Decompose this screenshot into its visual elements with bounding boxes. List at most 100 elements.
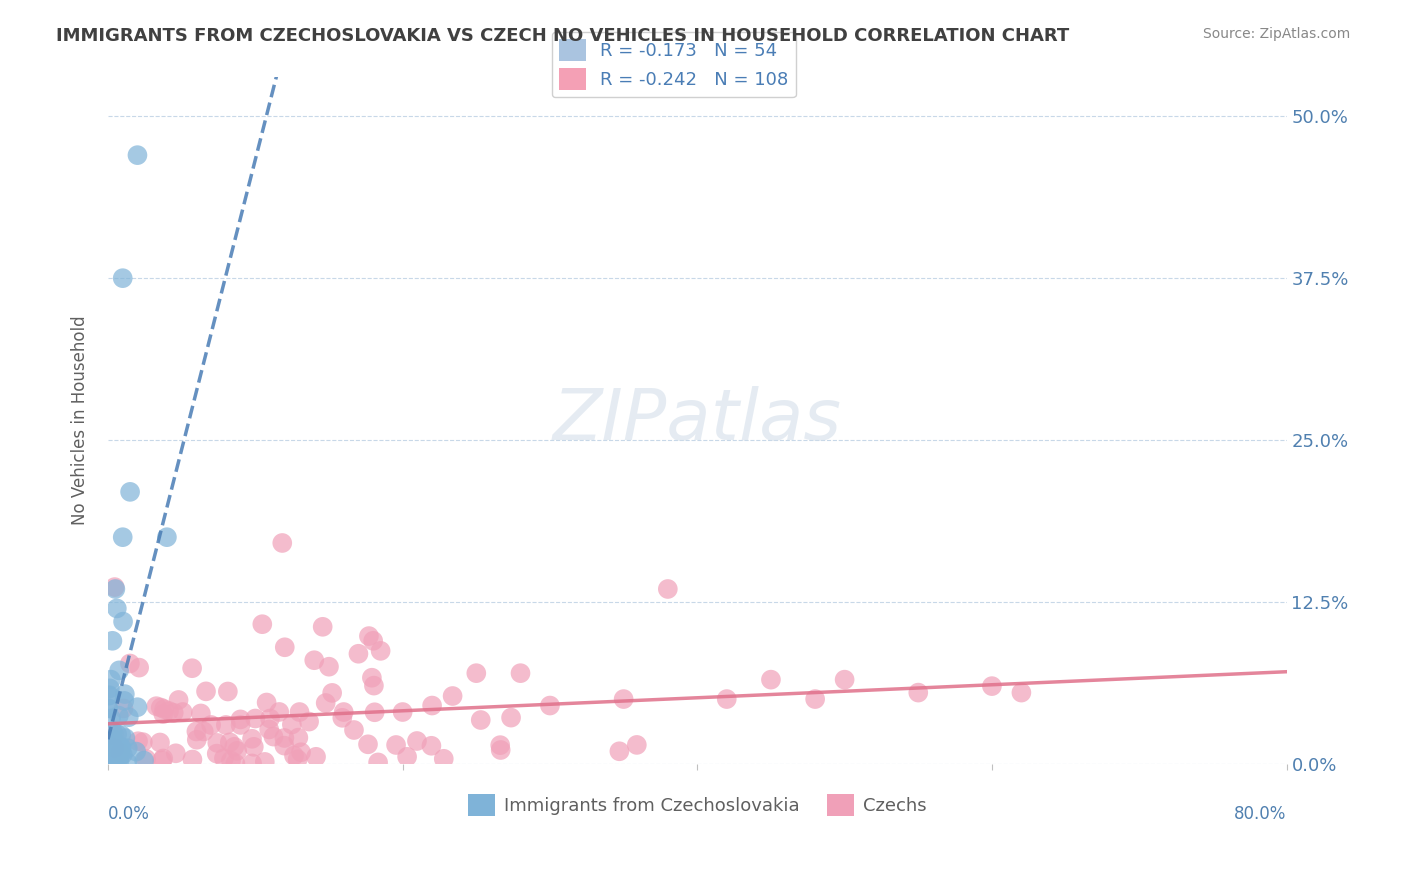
Point [290, 745, 312, 759]
Point [281, 717, 304, 731]
Point [98, 744, 121, 758]
Point [157, 704, 180, 718]
Point [193, 724, 215, 739]
Point [190, 706, 212, 721]
Point [110, 740, 132, 755]
Point [433, 752, 456, 766]
Point [167, 693, 190, 707]
Point [97, 689, 120, 703]
Point [101, 756, 124, 770]
Point [981, 679, 1004, 693]
Point [343, 723, 366, 737]
Point [716, 692, 738, 706]
Point [114, 731, 136, 746]
Point [195, 684, 218, 698]
Point [105, 743, 128, 757]
Point [101, 724, 124, 739]
Point [100, 711, 122, 725]
Point [120, 484, 142, 499]
Point [104, 580, 127, 594]
Point [205, 747, 228, 761]
Point [613, 692, 636, 706]
Point [224, 739, 246, 754]
Point [111, 747, 134, 762]
Point [217, 684, 239, 698]
Point [105, 751, 128, 765]
Point [101, 737, 124, 751]
Y-axis label: No Vehicles in Household: No Vehicles in Household [72, 316, 89, 525]
Point [609, 744, 631, 758]
Point [259, 711, 281, 725]
Point [135, 752, 157, 766]
Point [128, 660, 150, 674]
Point [330, 711, 353, 725]
Point [118, 657, 141, 671]
Point [1010, 685, 1032, 699]
Point [152, 706, 174, 721]
Point [357, 629, 380, 643]
Point [111, 530, 134, 544]
Point [489, 743, 512, 757]
Point [363, 679, 385, 693]
Point [104, 729, 127, 743]
Point [657, 582, 679, 596]
Point [108, 754, 131, 768]
Point [218, 735, 240, 749]
Point [105, 601, 128, 615]
Point [212, 751, 235, 765]
Point [219, 754, 242, 768]
Point [287, 752, 309, 766]
Point [470, 713, 492, 727]
Point [112, 694, 135, 708]
Point [321, 686, 343, 700]
Point [108, 664, 131, 678]
Point [127, 734, 149, 748]
Point [172, 705, 194, 719]
Point [98, 751, 121, 765]
Point [152, 751, 174, 765]
Point [105, 727, 128, 741]
Point [318, 659, 340, 673]
Point [304, 653, 326, 667]
Point [396, 749, 419, 764]
Point [181, 661, 204, 675]
Legend: Immigrants from Czechoslovakia, Czechs: Immigrants from Czechoslovakia, Czechs [461, 787, 934, 823]
Point [153, 702, 176, 716]
Point [315, 696, 337, 710]
Point [499, 711, 522, 725]
Point [305, 749, 328, 764]
Point [273, 739, 295, 753]
Point [256, 696, 278, 710]
Point [165, 746, 187, 760]
Point [186, 724, 208, 739]
Point [132, 735, 155, 749]
Point [273, 731, 295, 745]
Point [110, 744, 132, 758]
Point [127, 148, 149, 162]
Point [181, 752, 204, 766]
Point [127, 700, 149, 714]
Point [98, 743, 121, 757]
Point [538, 698, 561, 713]
Point [101, 633, 124, 648]
Point [489, 738, 512, 752]
Point [100, 673, 122, 687]
Point [110, 728, 132, 742]
Point [98, 681, 121, 696]
Point [406, 734, 429, 748]
Point [114, 687, 136, 701]
Point [226, 744, 249, 758]
Point [363, 706, 385, 720]
Point [97, 756, 120, 771]
Point [224, 756, 246, 771]
Point [104, 582, 127, 596]
Point [100, 746, 122, 760]
Point [361, 671, 384, 685]
Point [907, 685, 929, 699]
Point [200, 718, 222, 732]
Point [834, 673, 856, 687]
Point [229, 718, 252, 732]
Point [112, 615, 135, 629]
Point [391, 705, 413, 719]
Point [361, 633, 384, 648]
